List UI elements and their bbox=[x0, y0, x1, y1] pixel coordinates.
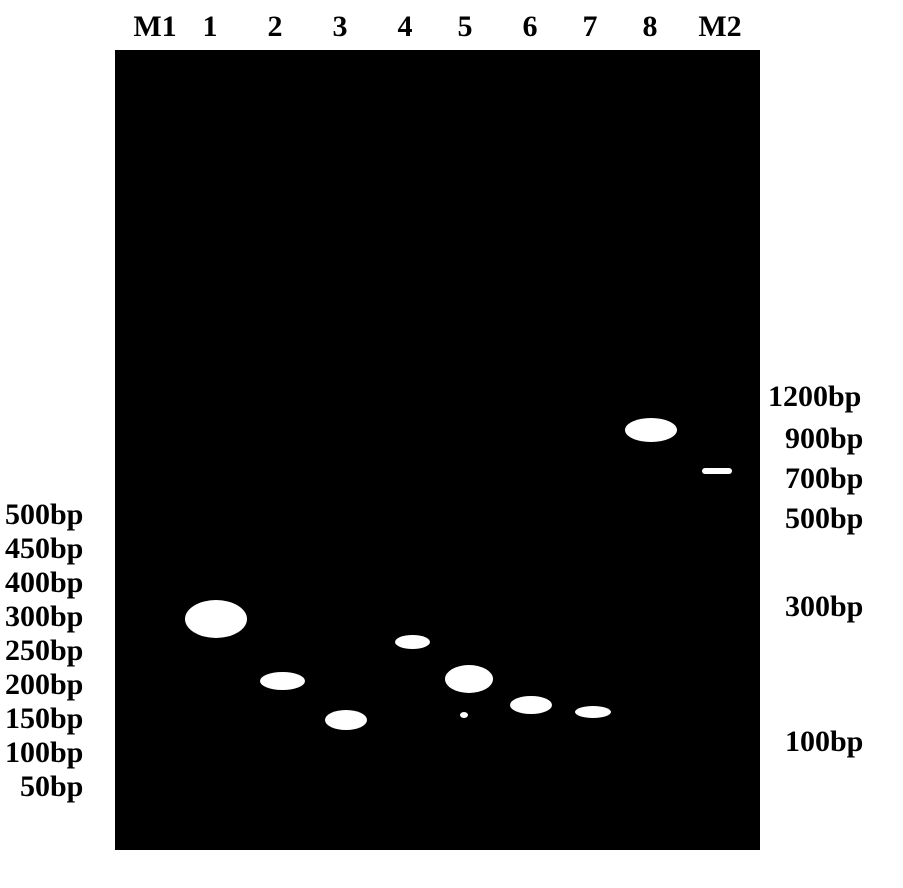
size-label-left: 500bp bbox=[5, 498, 83, 532]
lane-label: 8 bbox=[635, 10, 665, 44]
lane-label: 2 bbox=[260, 10, 290, 44]
size-label-left: 300bp bbox=[5, 600, 83, 634]
size-label-left: 200bp bbox=[5, 668, 83, 702]
lane-label: 6 bbox=[515, 10, 545, 44]
size-label-right: 500bp bbox=[785, 502, 863, 536]
size-label-left: 100bp bbox=[5, 736, 83, 770]
gel-figure: M112345678M2 500bp450bp400bp300bp250bp20… bbox=[0, 0, 903, 888]
gel-band bbox=[395, 635, 430, 649]
size-label-left: 250bp bbox=[5, 634, 83, 668]
lane-label: M1 bbox=[130, 10, 180, 44]
size-label-right: 300bp bbox=[785, 590, 863, 624]
gel-band bbox=[575, 706, 611, 718]
lane-label: 4 bbox=[390, 10, 420, 44]
gel-band bbox=[325, 710, 367, 730]
size-label-right: 100bp bbox=[785, 725, 863, 759]
size-label-right: 1200bp bbox=[768, 380, 861, 414]
gel-band bbox=[625, 418, 677, 442]
size-label-left: 50bp bbox=[20, 770, 83, 804]
lane-label: 5 bbox=[450, 10, 480, 44]
size-label-right: 700bp bbox=[785, 462, 863, 496]
lane-label: 7 bbox=[575, 10, 605, 44]
gel-band bbox=[445, 665, 493, 693]
size-label-left: 150bp bbox=[5, 702, 83, 736]
gel-band bbox=[260, 672, 305, 690]
gel-band bbox=[185, 600, 247, 638]
size-label-left: 400bp bbox=[5, 566, 83, 600]
size-label-right: 900bp bbox=[785, 422, 863, 456]
lane-label: M2 bbox=[695, 10, 745, 44]
gel-box bbox=[115, 50, 760, 850]
lane-label: 3 bbox=[325, 10, 355, 44]
marker-band bbox=[702, 468, 732, 474]
size-label-left: 450bp bbox=[5, 532, 83, 566]
lane-label: 1 bbox=[195, 10, 225, 44]
gel-band bbox=[510, 696, 552, 714]
gel-band bbox=[460, 712, 468, 718]
